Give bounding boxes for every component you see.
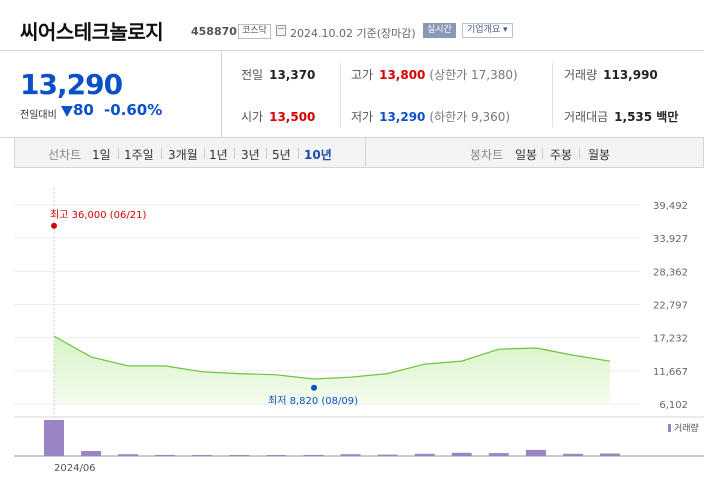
y-tick-label: 33,927 <box>653 234 688 245</box>
separator <box>204 148 205 159</box>
volume-bar <box>488 453 509 456</box>
stat-label: 시가 <box>241 110 264 124</box>
stat-high: 고가 13,800 (상한가 17,380) <box>351 66 518 83</box>
volume-bar <box>118 454 139 456</box>
down-triangle-icon <box>61 106 73 117</box>
tab-weekly[interactable]: 주봉 <box>550 148 573 162</box>
tab-daily[interactable]: 일봉 <box>515 148 538 162</box>
volume-bar <box>562 453 583 456</box>
stat-value: 1,535 백만 <box>614 110 679 124</box>
separator <box>542 148 543 159</box>
change-label: 전일대비 <box>20 110 57 121</box>
volume-bar <box>266 455 287 456</box>
divider <box>552 63 553 127</box>
divider <box>340 63 341 127</box>
separator <box>234 148 235 159</box>
stat-value: 13,800 <box>379 68 426 82</box>
volume-bar <box>303 454 324 456</box>
stat-label: 저가 <box>351 110 374 124</box>
line-chart-label: 선차트 <box>48 148 82 162</box>
price-area <box>54 336 610 404</box>
tab-monthly[interactable]: 월봉 <box>588 148 611 162</box>
y-tick-label: 39,492 <box>653 201 688 212</box>
volume-bar <box>155 454 176 456</box>
separator <box>579 148 580 159</box>
volume-bar <box>414 453 435 456</box>
high-point <box>51 222 57 229</box>
tab-3m[interactable]: 3개월 <box>168 148 198 162</box>
separator <box>266 148 267 159</box>
separator <box>161 148 162 159</box>
realtime-button[interactable]: 실시간 <box>423 23 456 38</box>
volume-bar <box>81 451 102 456</box>
stock-name: 씨어스테크놀로지 <box>20 20 164 44</box>
stat-label: 거래대금 <box>564 110 609 124</box>
volume-bar <box>229 455 250 456</box>
high-annotation: 최고 36,000 (06/21) <box>50 209 146 221</box>
x-tick-label: 2024/06 <box>54 463 96 474</box>
divider <box>365 138 366 167</box>
stat-value: 13,290 <box>379 110 426 124</box>
tab-1y[interactable]: 1년 <box>209 148 228 162</box>
stat-open: 시가 13,500 <box>241 108 315 125</box>
separator <box>298 148 299 159</box>
tab-10y[interactable]: 10년 <box>304 148 332 162</box>
volume-bar <box>451 452 472 456</box>
stat-label: 전일 <box>241 68 264 82</box>
change-value: 80 <box>73 101 94 119</box>
y-tick-label: 22,797 <box>653 301 688 312</box>
calendar-icon <box>276 25 286 36</box>
volume-bar <box>600 453 620 456</box>
lower-limit: (하한가 9,360) <box>429 110 511 124</box>
volume-bar <box>377 454 398 456</box>
stat-trade-value: 거래대금 1,535 백만 <box>564 108 678 125</box>
price-line <box>53 335 611 380</box>
volume-bar <box>44 420 64 456</box>
candle-chart-label: 봉차트 <box>470 148 504 162</box>
tab-1d[interactable]: 1일 <box>92 148 111 162</box>
price-chart[interactable]: 39,492 33,927 28,362 22,797 17,232 11,667 6,10… <box>14 168 704 486</box>
tab-5y[interactable]: 5년 <box>272 148 291 162</box>
stock-header: 씨어스테크놀로지 458870 코스닥 2024.10.02 기준(장마감) 실… <box>0 0 704 45</box>
volume-bar <box>340 454 361 456</box>
y-tick-label: 6,102 <box>659 400 688 411</box>
company-info-button[interactable]: 기업개요 ▾ <box>462 23 513 38</box>
stat-label: 고가 <box>351 68 374 82</box>
stat-low: 저가 13,290 (하한가 9,360) <box>351 108 510 125</box>
price-summary: 13,290 전일대비 80 -0.60% 전일 13,370 시가 13,500 … <box>0 50 704 138</box>
stat-value: 13,370 <box>269 68 316 82</box>
stat-volume: 거래량 113,990 <box>564 66 658 83</box>
tab-1w[interactable]: 1주일 <box>124 148 154 162</box>
market-badge: 코스닥 <box>238 24 271 39</box>
volume-bar <box>192 455 213 456</box>
stock-code: 458870 <box>191 25 237 38</box>
low-point <box>311 384 317 391</box>
y-tick-label: 11,667 <box>653 367 688 378</box>
base-date: 2024.10.02 기준(장마감) <box>290 27 416 40</box>
stat-label: 거래량 <box>564 68 598 82</box>
stat-prev-close: 전일 13,370 <box>241 66 315 83</box>
y-tick-label: 17,232 <box>653 334 688 345</box>
change-rate: -0.60% <box>104 101 163 119</box>
stat-value: 13,500 <box>269 110 316 124</box>
chart-period-tabs: 선차트 1일 1주일 3개월 1년 3년 5년 10년 봉차트 일봉 주봉 월봉 <box>14 137 704 168</box>
current-price-box: 13,290 전일대비 80 -0.60% <box>0 51 222 137</box>
volume-bar <box>525 449 546 456</box>
low-annotation: 최저 8,820 (08/09) <box>268 395 358 407</box>
separator <box>118 148 119 159</box>
volume-legend: 거래량 <box>668 421 699 434</box>
stat-value: 113,990 <box>603 68 658 82</box>
tab-3y[interactable]: 3년 <box>241 148 260 162</box>
current-price: 13,290 <box>20 68 123 101</box>
y-tick-label: 28,362 <box>653 267 688 278</box>
upper-limit: (상한가 17,380) <box>429 68 518 82</box>
